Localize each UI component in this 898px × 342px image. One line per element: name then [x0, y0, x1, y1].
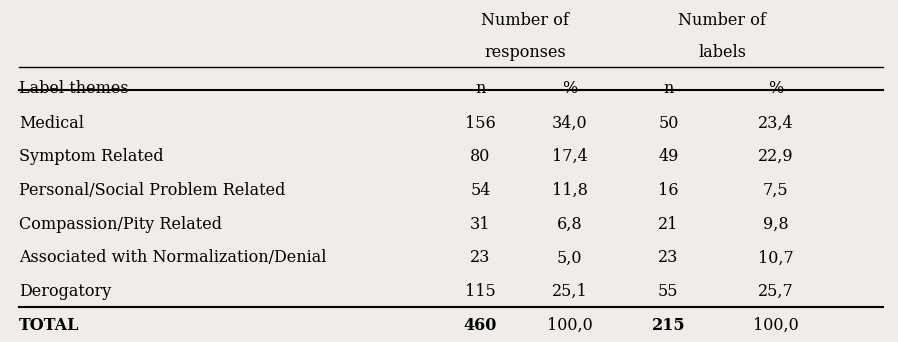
- Text: labels: labels: [698, 44, 746, 61]
- Text: 49: 49: [658, 148, 679, 165]
- Text: 21: 21: [658, 216, 679, 233]
- Text: 11,8: 11,8: [552, 182, 588, 199]
- Text: %: %: [768, 80, 783, 97]
- Text: 17,4: 17,4: [552, 148, 587, 165]
- Text: Symptom Related: Symptom Related: [19, 148, 164, 165]
- Text: Number of: Number of: [678, 12, 766, 29]
- Text: 115: 115: [465, 283, 496, 300]
- Text: responses: responses: [484, 44, 566, 61]
- Text: 460: 460: [463, 317, 497, 334]
- Text: 16: 16: [658, 182, 679, 199]
- Text: %: %: [562, 80, 577, 97]
- Text: 55: 55: [658, 283, 679, 300]
- Text: Personal/Social Problem Related: Personal/Social Problem Related: [19, 182, 286, 199]
- Text: 34,0: 34,0: [552, 115, 587, 132]
- Text: n: n: [475, 80, 486, 97]
- Text: 100,0: 100,0: [753, 317, 798, 334]
- Text: 50: 50: [658, 115, 679, 132]
- Text: TOTAL: TOTAL: [19, 317, 80, 334]
- Text: Number of: Number of: [481, 12, 569, 29]
- Text: 54: 54: [471, 182, 490, 199]
- Text: Associated with Normalization/Denial: Associated with Normalization/Denial: [19, 249, 327, 266]
- Text: 31: 31: [470, 216, 490, 233]
- Text: 23,4: 23,4: [758, 115, 794, 132]
- Text: n: n: [663, 80, 674, 97]
- Text: 215: 215: [652, 317, 685, 334]
- Text: Label themes: Label themes: [19, 80, 129, 97]
- Text: 23: 23: [658, 249, 679, 266]
- Text: 10,7: 10,7: [758, 249, 794, 266]
- Text: 5,0: 5,0: [557, 249, 583, 266]
- Text: Derogatory: Derogatory: [19, 283, 111, 300]
- Text: 7,5: 7,5: [763, 182, 788, 199]
- Text: 25,1: 25,1: [552, 283, 587, 300]
- Text: 156: 156: [465, 115, 496, 132]
- Text: 6,8: 6,8: [557, 216, 583, 233]
- Text: 100,0: 100,0: [547, 317, 593, 334]
- Text: Compassion/Pity Related: Compassion/Pity Related: [19, 216, 223, 233]
- Text: Medical: Medical: [19, 115, 84, 132]
- Text: 25,7: 25,7: [758, 283, 794, 300]
- Text: 9,8: 9,8: [763, 216, 788, 233]
- Text: 80: 80: [471, 148, 490, 165]
- Text: 22,9: 22,9: [758, 148, 794, 165]
- Text: 23: 23: [471, 249, 490, 266]
